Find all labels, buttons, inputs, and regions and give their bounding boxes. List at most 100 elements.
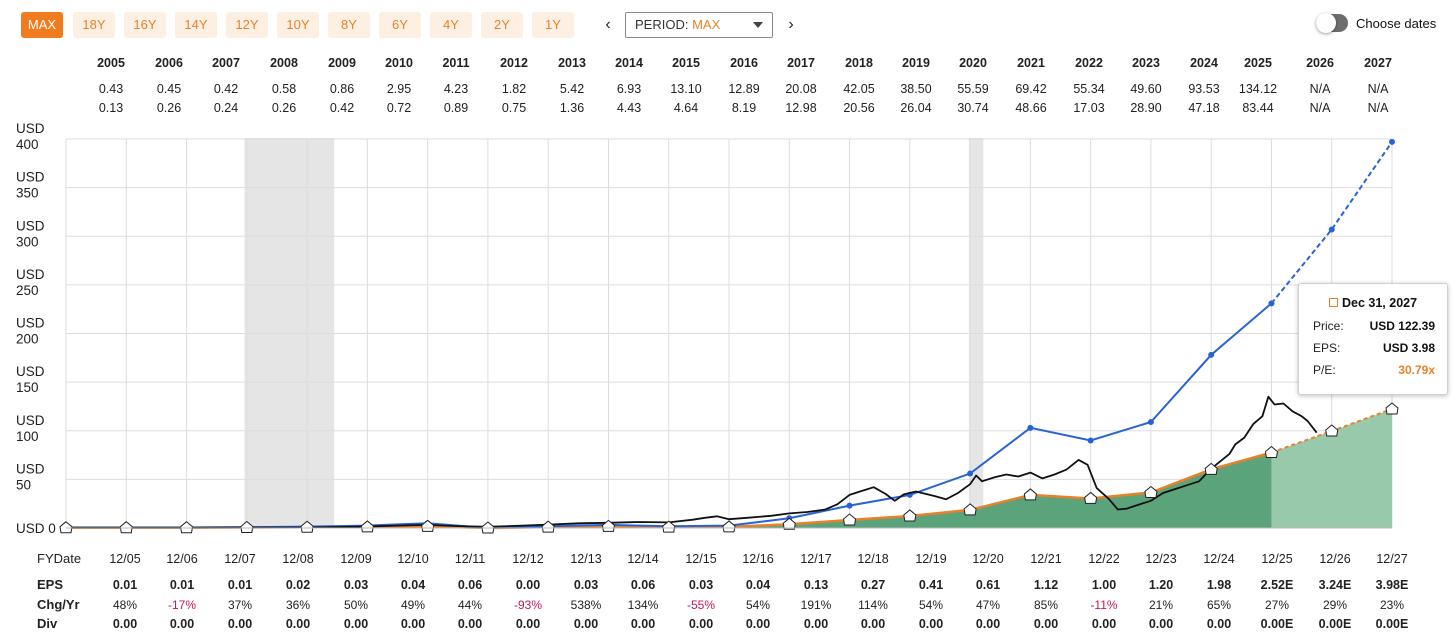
period-button-2y[interactable]: 2Y	[481, 12, 523, 38]
eps-marker	[662, 520, 676, 533]
period-button-4y[interactable]: 4Y	[430, 12, 472, 38]
low-value: 26.04	[900, 101, 931, 115]
chg-value: 21%	[1149, 598, 1173, 612]
chevron-left-icon[interactable]: ‹	[605, 16, 611, 33]
eps-value: 0.01	[228, 578, 252, 592]
eps-marker	[1084, 491, 1098, 504]
div-value: 0.00	[458, 617, 482, 631]
period-button-12y[interactable]: 12Y	[226, 12, 268, 38]
low-value: 83.44	[1242, 101, 1273, 115]
price-tooltip: Dec 31, 2027 Price: USD 122.39 EPS: USD …	[1298, 283, 1448, 395]
low-value: 28.90	[1130, 101, 1161, 115]
high-value: 93.53	[1188, 82, 1219, 96]
high-value: 5.42	[560, 82, 584, 96]
chg-row-label: Chg/Yr	[37, 597, 80, 612]
eps-marker	[1204, 462, 1218, 475]
chg-value: 37%	[228, 598, 252, 612]
eps-marker	[843, 513, 857, 526]
year-label: 2026	[1306, 56, 1334, 70]
high-value: N/A	[1368, 82, 1390, 96]
eps-value: 0.02	[286, 578, 310, 592]
eps-marker	[722, 520, 736, 533]
year-label: 2021	[1017, 56, 1045, 70]
fy-date: 12/19	[915, 552, 946, 566]
period-button-14y[interactable]: 14Y	[175, 12, 217, 38]
eps-value: 1.98	[1207, 578, 1231, 592]
high-value: 0.86	[330, 82, 354, 96]
eps-marker	[360, 520, 374, 533]
fy-date: 12/25	[1261, 552, 1292, 566]
eps-marker	[1325, 424, 1339, 437]
eps-marker	[782, 517, 796, 530]
eps-marker	[180, 521, 194, 534]
period-button-16y[interactable]: 16Y	[124, 12, 166, 38]
period-dropdown-value: MAX	[692, 17, 721, 32]
high-value: 20.08	[785, 82, 816, 96]
y-tick-label: USD 200	[16, 316, 45, 347]
eps-value: 0.03	[574, 578, 598, 592]
blue-line-point	[1027, 424, 1034, 431]
div-value: 0.00E	[1376, 617, 1409, 631]
chg-value: 191%	[801, 598, 832, 612]
caret-down-icon	[753, 22, 763, 28]
chg-value: 48%	[113, 598, 137, 612]
eps-area-actual	[66, 452, 1272, 528]
period-button-8y[interactable]: 8Y	[328, 12, 370, 38]
year-label: 2014	[615, 56, 643, 70]
period-button-max[interactable]: MAX	[21, 12, 63, 38]
low-value: 17.03	[1073, 101, 1104, 115]
high-value: 134.12	[1239, 82, 1277, 96]
period-button-6y[interactable]: 6Y	[379, 12, 421, 38]
fy-date: 12/16	[742, 552, 773, 566]
period-button-18y[interactable]: 18Y	[73, 12, 115, 38]
fy-date: 12/11	[455, 552, 485, 566]
div-value: 0.00	[574, 617, 598, 631]
div-row-label: Div	[37, 616, 58, 631]
chevron-right-icon[interactable]: ›	[788, 16, 794, 33]
period-button-1y[interactable]: 1Y	[532, 12, 574, 38]
tooltip-pe-value: 30.79x	[1398, 363, 1435, 377]
toolbar: MAX 18Y 16Y 14Y 12Y 10Y 8Y 6Y 4Y 2Y 1Y ‹ PERIOD: M…	[0, 0, 1456, 50]
div-value: 0.00E	[1319, 617, 1352, 631]
high-value: 0.42	[214, 82, 238, 96]
high-value: 6.93	[617, 82, 641, 96]
low-value: 12.98	[785, 101, 816, 115]
low-value: N/A	[1310, 101, 1332, 115]
y-tick-label: USD 350	[16, 170, 45, 201]
fy-date: 12/17	[800, 552, 831, 566]
fy-date: 12/09	[340, 552, 371, 566]
chg-value: 44%	[458, 598, 482, 612]
eps-value: 3.24E	[1319, 578, 1352, 592]
low-value: 0.13	[99, 101, 123, 115]
blue-line-point	[1087, 437, 1094, 444]
fy-date: 12/18	[857, 552, 888, 566]
square-icon	[1329, 298, 1338, 307]
period-dropdown-label: PERIOD:	[635, 17, 693, 32]
eps-marker	[601, 519, 615, 532]
tooltip-pe-row: P/E: 30.79x	[1313, 363, 1435, 379]
year-label: 2025	[1244, 56, 1272, 70]
year-label: 2009	[328, 56, 356, 70]
low-value: 0.42	[330, 101, 354, 115]
blue-line-point	[1208, 351, 1215, 358]
period-dropdown[interactable]: PERIOD: MAX	[625, 12, 773, 38]
chg-value: 36%	[286, 598, 310, 612]
chg-value: 54%	[919, 598, 943, 612]
y-tick-label: USD 150	[16, 364, 45, 395]
year-label: 2020	[959, 56, 987, 70]
blue-line-point	[846, 502, 853, 509]
fy-date: 12/15	[685, 552, 716, 566]
low-value: 0.24	[214, 101, 238, 115]
year-label: 2007	[212, 56, 240, 70]
eps-marker	[1023, 488, 1037, 501]
chg-value: 538%	[571, 598, 602, 612]
chg-value: 114%	[858, 598, 888, 612]
year-label: 2015	[672, 56, 700, 70]
blue-line-point	[967, 470, 974, 477]
y-tick-label: USD 0	[16, 521, 56, 536]
div-value: 0.00	[228, 617, 252, 631]
year-label: 2017	[787, 56, 815, 70]
choose-dates-toggle[interactable]	[1316, 13, 1348, 33]
year-label: 2011	[442, 56, 469, 70]
period-button-10y[interactable]: 10Y	[277, 12, 319, 38]
